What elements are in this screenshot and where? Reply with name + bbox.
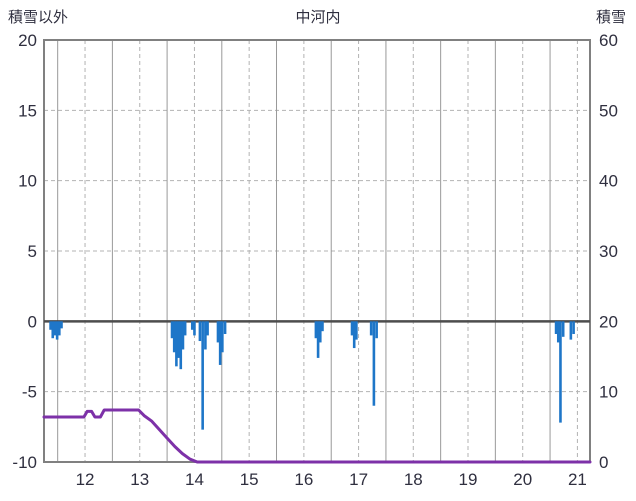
right-axis-tick-label: 60 bbox=[599, 31, 618, 50]
hourly-bar bbox=[559, 321, 562, 423]
left-axis-title: 積雪以外 bbox=[8, 9, 69, 26]
hourly-bar bbox=[60, 321, 63, 329]
hourly-bar bbox=[55, 321, 59, 340]
hourly-bar bbox=[556, 321, 560, 343]
x-axis-tick-label: 17 bbox=[349, 470, 368, 489]
hourly-bar bbox=[206, 321, 209, 336]
right-axis-tick-label: 0 bbox=[599, 453, 608, 472]
hourly-bar bbox=[223, 321, 227, 334]
hourly-bar bbox=[190, 321, 194, 330]
hourly-bar bbox=[216, 321, 220, 343]
hourly-bar bbox=[321, 321, 324, 332]
hourly-bar bbox=[193, 321, 196, 336]
x-axis-tick-label: 19 bbox=[459, 470, 478, 489]
hourly-bar bbox=[204, 321, 207, 350]
hourly-bar bbox=[569, 321, 573, 340]
hourly-bar bbox=[51, 321, 55, 339]
left-axis-tick-label: -5 bbox=[22, 383, 37, 402]
left-axis-tick-label: -10 bbox=[12, 453, 37, 472]
hourly-bar bbox=[201, 321, 204, 430]
hourly-bar bbox=[372, 321, 376, 406]
right-axis-tick-label: 10 bbox=[599, 383, 618, 402]
hourly-bar bbox=[554, 321, 558, 334]
hourly-bar bbox=[350, 321, 354, 336]
x-axis-tick-label: 20 bbox=[513, 470, 532, 489]
hourly-bar bbox=[352, 321, 356, 349]
hourly-bar bbox=[198, 321, 202, 342]
hourly-bar bbox=[369, 321, 373, 336]
hourly-bar bbox=[561, 321, 565, 337]
right-axis-tick-label: 40 bbox=[599, 172, 618, 191]
x-axis-tick-label: 21 bbox=[568, 470, 587, 489]
hourly-bar bbox=[181, 321, 185, 350]
hourly-bar bbox=[318, 321, 322, 343]
x-axis-tick-label: 16 bbox=[294, 470, 313, 489]
x-axis-tick-label: 14 bbox=[185, 470, 204, 489]
hourly-bar bbox=[170, 321, 174, 339]
hourly-bar bbox=[172, 321, 176, 353]
hourly-bar bbox=[221, 321, 224, 353]
right-axis-title: 積雪 bbox=[595, 9, 626, 26]
hourly-bar bbox=[316, 321, 320, 358]
hourly-bar bbox=[375, 321, 378, 339]
station-title: 中河内 bbox=[295, 9, 341, 26]
hourly-bar bbox=[58, 321, 61, 336]
x-axis-tick-label: 13 bbox=[130, 470, 149, 489]
hourly-bar bbox=[49, 321, 52, 330]
left-axis-tick-label: 20 bbox=[18, 31, 37, 50]
hourly-bar bbox=[175, 321, 178, 367]
hourly-bar bbox=[53, 321, 57, 336]
right-axis-tick-label: 20 bbox=[599, 312, 618, 331]
hourly-bar bbox=[179, 321, 183, 370]
hourly-bar bbox=[177, 321, 180, 358]
hourly-bar bbox=[572, 321, 575, 334]
left-axis-tick-label: 15 bbox=[18, 101, 37, 120]
hourly-bar bbox=[183, 321, 187, 336]
snow-depth-line bbox=[42, 408, 592, 464]
hourly-bar bbox=[314, 321, 318, 339]
right-axis-tick-label: 50 bbox=[599, 101, 618, 120]
hourly-bar bbox=[218, 321, 222, 365]
x-axis-tick-label: 15 bbox=[240, 470, 259, 489]
x-axis-tick-label: 12 bbox=[76, 470, 95, 489]
left-axis-tick-label: 10 bbox=[18, 172, 37, 191]
left-axis-tick-label: 0 bbox=[28, 312, 37, 331]
right-axis-tick-label: 30 bbox=[599, 242, 618, 261]
left-axis-tick-label: 5 bbox=[28, 242, 37, 261]
x-axis-tick-label: 18 bbox=[404, 470, 423, 489]
hourly-bar bbox=[355, 321, 358, 340]
